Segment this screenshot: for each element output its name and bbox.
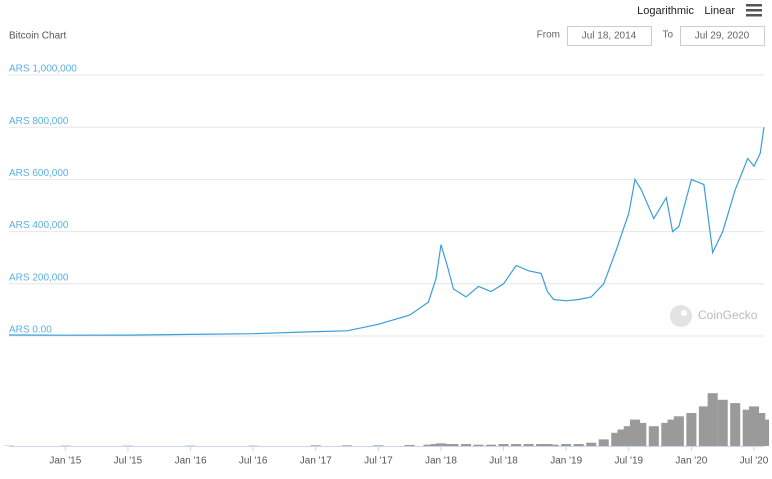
volume-bar: [524, 444, 534, 446]
x-tick-label: Jul '19: [614, 456, 643, 467]
volume-bar: [674, 416, 684, 446]
volume-bar: [561, 444, 571, 446]
volume-bar: [342, 445, 352, 446]
x-tick-label: Jan '18: [425, 456, 457, 467]
y-tick-label: ARS 0.00: [9, 325, 52, 336]
volume-bar: [649, 426, 659, 446]
volume-bar: [730, 403, 740, 446]
volume-bar: [686, 413, 696, 446]
x-tick-label: Jul '16: [239, 456, 268, 467]
scale-option[interactable]: Logarithmic: [637, 5, 694, 17]
volume-bar: [486, 445, 496, 446]
x-tick-label: Jan '16: [175, 456, 207, 467]
y-tick-label: ARS 400,000: [9, 220, 69, 231]
menu-button[interactable]: [746, 4, 762, 17]
date-from: Jul 18, 2014: [582, 31, 637, 42]
volume-bar: [599, 439, 609, 446]
volume-bar: [549, 445, 559, 446]
volume-bar: [461, 444, 471, 446]
volume-bar: [586, 443, 596, 446]
range-label: From: [537, 30, 560, 41]
volume-bar: [473, 445, 483, 446]
watermark-text: CoinGecko: [698, 308, 758, 322]
y-tick-label: ARS 800,000: [9, 116, 69, 127]
x-tick-label: Jan '20: [675, 456, 707, 467]
chart-title: Bitcoin Chart: [9, 31, 66, 42]
x-tick-label: Jan '15: [49, 456, 81, 467]
x-tick-label: Jan '17: [300, 456, 332, 467]
volume-bar: [448, 444, 458, 446]
volume-bar: [499, 444, 509, 446]
range-label: To: [662, 30, 673, 41]
x-tick-label: Jul '17: [364, 456, 393, 467]
x-tick-label: Jan '19: [550, 456, 582, 467]
volume-bar: [405, 445, 415, 446]
watermark: CoinGecko: [670, 305, 758, 327]
volume-bar: [636, 423, 646, 446]
x-tick-label: Jul '15: [114, 456, 143, 467]
date-to: Jul 29, 2020: [695, 31, 750, 42]
volume-bar: [708, 393, 718, 446]
volume-bar: [373, 445, 383, 446]
volume-bar: [759, 420, 769, 446]
volume-bar: [718, 400, 728, 446]
x-tick-label: Jul '18: [489, 456, 518, 467]
volume-bar: [311, 445, 321, 446]
volume-bar: [699, 406, 709, 446]
y-tick-label: ARS 600,000: [9, 168, 69, 179]
volume-bar: [574, 444, 584, 446]
volume-bar: [511, 444, 521, 446]
y-tick-label: ARS 1,000,000: [9, 64, 77, 75]
x-tick-label: Jul '20: [740, 456, 769, 467]
scale-option[interactable]: Linear: [704, 5, 735, 17]
y-tick-label: ARS 200,000: [9, 272, 69, 283]
